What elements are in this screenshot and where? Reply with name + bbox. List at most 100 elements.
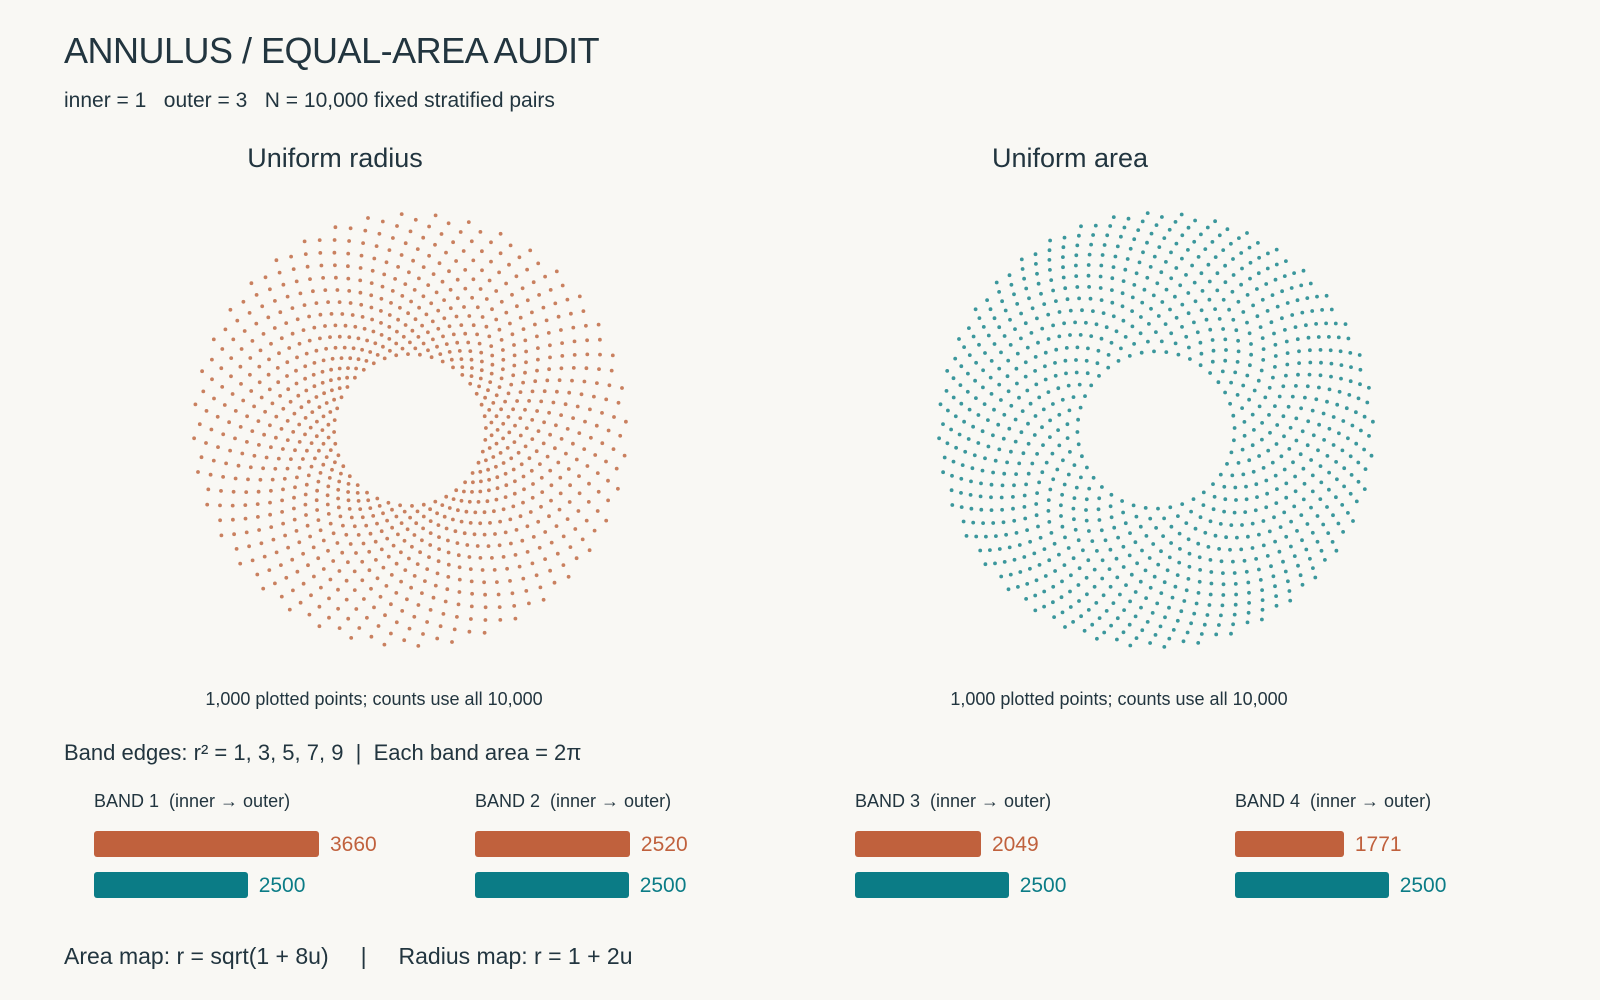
scatter-point bbox=[277, 351, 281, 356]
scatter-point bbox=[1236, 461, 1241, 465]
band-4-radius-bar bbox=[1235, 831, 1344, 857]
scatter-point bbox=[451, 517, 455, 522]
scatter-point bbox=[380, 284, 385, 289]
scatter-point bbox=[1205, 225, 1210, 230]
scatter-point bbox=[1293, 325, 1298, 329]
scatter-point bbox=[1139, 315, 1143, 319]
scatter-point bbox=[379, 309, 383, 313]
scatter-point bbox=[1148, 585, 1153, 590]
scatter-point bbox=[1221, 593, 1226, 597]
scatter-point bbox=[255, 502, 260, 506]
scatter-point bbox=[370, 317, 374, 322]
scatter-point bbox=[381, 344, 385, 349]
scatter-point bbox=[1282, 434, 1286, 439]
scatter-point bbox=[991, 433, 995, 438]
scatter-point bbox=[1203, 530, 1208, 535]
scatter-point bbox=[1064, 371, 1068, 376]
scatter-point bbox=[496, 592, 501, 597]
scatter-point bbox=[1086, 273, 1091, 278]
scatter-point bbox=[326, 435, 331, 440]
scatter-point bbox=[610, 353, 615, 358]
scatter-point bbox=[329, 367, 333, 372]
scatter-point bbox=[362, 597, 366, 601]
scatter-point bbox=[1076, 583, 1081, 587]
scatter-point bbox=[480, 268, 484, 273]
scatter-point bbox=[1006, 389, 1011, 394]
scatter-point bbox=[361, 367, 366, 372]
scatter-point bbox=[571, 325, 576, 330]
scatter-point bbox=[276, 380, 281, 385]
uniform-radius-scatter bbox=[192, 212, 628, 648]
scatter-point bbox=[1057, 552, 1061, 557]
scatter-point bbox=[222, 403, 227, 407]
scatter-point bbox=[374, 558, 378, 562]
scatter-point bbox=[365, 338, 369, 343]
scatter-point bbox=[1077, 566, 1082, 571]
scatter-point bbox=[1329, 361, 1334, 366]
scatter-point bbox=[548, 355, 552, 360]
scatter-point bbox=[542, 420, 546, 425]
scatter-point bbox=[389, 602, 393, 607]
scatter-point bbox=[494, 317, 499, 322]
scatter-point bbox=[1019, 336, 1023, 341]
scatter-point bbox=[319, 263, 324, 268]
scatter-point bbox=[487, 408, 492, 412]
scatter-point bbox=[1219, 613, 1223, 618]
scatter-point bbox=[1203, 247, 1208, 251]
scatter-point bbox=[1309, 505, 1313, 510]
scatter-point bbox=[361, 541, 366, 546]
scatter-point bbox=[1284, 259, 1288, 263]
scatter-point bbox=[1334, 460, 1338, 464]
scatter-point bbox=[197, 422, 202, 427]
scatter-point bbox=[1019, 257, 1024, 262]
scatter-point bbox=[1246, 534, 1250, 539]
scatter-point bbox=[412, 288, 417, 292]
scatter-point bbox=[417, 276, 421, 281]
scatter-point bbox=[333, 441, 338, 446]
scatter-point bbox=[616, 400, 621, 405]
scatter-point bbox=[1272, 515, 1276, 520]
scatter-point bbox=[560, 341, 564, 345]
scatter-point bbox=[281, 282, 286, 287]
scatter-point bbox=[494, 464, 498, 469]
scatter-point bbox=[1162, 580, 1167, 585]
scatter-point bbox=[1086, 346, 1090, 351]
scatter-point bbox=[347, 289, 352, 293]
scatter-point bbox=[1077, 233, 1081, 238]
scatter-point bbox=[494, 414, 499, 419]
scatter-point bbox=[489, 371, 494, 376]
scatter-point bbox=[1105, 233, 1110, 238]
scatter-point bbox=[1273, 539, 1277, 544]
scatter-point bbox=[514, 274, 519, 279]
scatter-point bbox=[1014, 366, 1019, 371]
scatter-point bbox=[1281, 559, 1285, 564]
scatter-point bbox=[1085, 465, 1089, 470]
scatter-point bbox=[399, 550, 403, 555]
scatter-point bbox=[1063, 286, 1068, 291]
scatter-point bbox=[494, 441, 499, 446]
scatter-point bbox=[999, 574, 1004, 579]
scatter-point bbox=[412, 533, 417, 537]
scatter-point bbox=[410, 328, 415, 333]
scatter-point bbox=[574, 556, 579, 561]
scatter-point bbox=[250, 429, 255, 433]
scatter-point bbox=[1092, 567, 1097, 572]
scatter-point bbox=[192, 436, 196, 441]
scatter-point bbox=[497, 270, 501, 275]
scatter-point bbox=[1169, 331, 1174, 336]
scatter-point bbox=[434, 290, 439, 295]
scatter-point bbox=[1287, 447, 1292, 451]
scatter-point bbox=[359, 302, 364, 307]
scatter-point bbox=[1264, 505, 1269, 510]
scatter-point bbox=[1354, 441, 1359, 446]
scatter-point bbox=[1163, 322, 1168, 326]
scatter-point bbox=[218, 503, 222, 508]
scatter-point bbox=[1143, 568, 1148, 573]
band-2: BAND 2 (inner → outer) 2520 2500 bbox=[475, 791, 835, 901]
scatter-point bbox=[527, 601, 531, 606]
scatter-point bbox=[229, 374, 233, 379]
scatter-point bbox=[366, 216, 370, 220]
scatter-point bbox=[560, 283, 565, 288]
scatter-point bbox=[983, 562, 988, 567]
scatter-point bbox=[1199, 232, 1203, 237]
